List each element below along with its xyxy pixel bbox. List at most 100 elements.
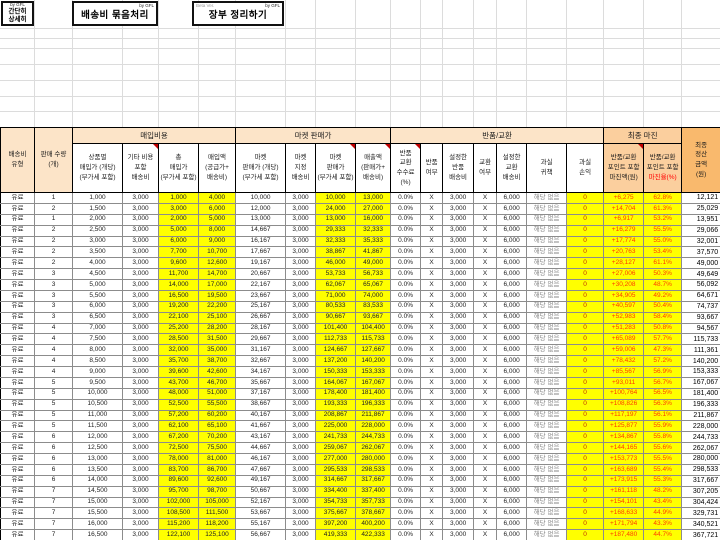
cell-fault-pl[interactable]: 0: [566, 507, 605, 520]
cell-settlement[interactable]: 37,570: [681, 246, 720, 259]
col-header-etc-ship[interactable]: 기타 비용 포함 배송비: [122, 143, 159, 193]
cell-total-buy[interactable]: 95,700: [158, 485, 199, 498]
cell-exchange-ship[interactable]: 6,000: [496, 453, 528, 465]
cell-settlement[interactable]: 317,667: [681, 474, 720, 487]
cell-fault[interactable]: 해당 없음: [526, 268, 568, 280]
cell-return-flag[interactable]: X: [420, 311, 444, 324]
cell-qty[interactable]: 2: [34, 257, 73, 270]
cell-ship-type[interactable]: 유료: [0, 409, 35, 422]
cell-market-price[interactable]: 80,533: [315, 300, 357, 313]
cell-market-ship[interactable]: 3,000: [285, 213, 317, 226]
cell-market-unit-price[interactable]: 52,167: [235, 496, 287, 509]
cell-exchange-flag[interactable]: X: [473, 224, 498, 237]
cell-settlement[interactable]: 280,000: [681, 453, 720, 465]
cell-return-flag[interactable]: X: [420, 485, 444, 498]
cell-exchange-ship[interactable]: 6,000: [496, 192, 528, 204]
cell-market-unit-price[interactable]: 43,167: [235, 431, 287, 444]
cell-return-flag[interactable]: X: [420, 246, 444, 259]
cell-qty[interactable]: 6: [34, 431, 73, 444]
cell-fault-pl[interactable]: 0: [566, 409, 605, 422]
cell-qty[interactable]: 4: [34, 322, 73, 335]
cell-buy-amount[interactable]: 31,500: [197, 333, 237, 346]
cell-settlement[interactable]: 298,533: [681, 463, 720, 476]
cell-market-ship[interactable]: 3,000: [285, 333, 317, 346]
cell-market-price[interactable]: 38,867: [315, 246, 357, 259]
cell-fault[interactable]: 해당 없음: [526, 409, 568, 422]
cell-return-flag[interactable]: X: [420, 366, 444, 378]
cell-settlement[interactable]: 244,733: [681, 431, 720, 444]
col-header-ship-type[interactable]: 배송비 유형: [0, 127, 35, 193]
cell-unit-buy[interactable]: 6,000: [72, 300, 123, 313]
cell-revenue[interactable]: 104,400: [355, 322, 392, 335]
cell-fault[interactable]: 해당 없음: [526, 518, 568, 531]
col-header-market-price[interactable]: 마켓 판매가 (부가세 포함): [315, 143, 357, 193]
cell-settlement[interactable]: 12,121: [681, 192, 720, 204]
cell-exchange-flag[interactable]: X: [473, 268, 498, 280]
cell-fault-pl[interactable]: 0: [566, 442, 605, 454]
cell-fault-pl[interactable]: 0: [566, 344, 605, 357]
cell-market-price[interactable]: 101,400: [315, 322, 357, 335]
cell-market-ship[interactable]: 3,000: [285, 235, 317, 248]
cell-qty[interactable]: 1: [34, 192, 73, 204]
cell-exchange-flag[interactable]: X: [473, 257, 498, 270]
cell-market-ship[interactable]: 3,000: [285, 518, 317, 531]
cell-exchange-flag[interactable]: X: [473, 213, 498, 226]
cell-market-price[interactable]: 62,067: [315, 279, 357, 291]
cell-exchange-ship[interactable]: 6,000: [496, 289, 528, 302]
cell-ship-type[interactable]: 유료: [0, 387, 35, 400]
cell-buy-amount[interactable]: 55,500: [197, 398, 237, 411]
cell-market-price[interactable]: 112,733: [315, 333, 357, 346]
cell-exchange-ship[interactable]: 6,000: [496, 311, 528, 324]
cell-market-unit-price[interactable]: 17,667: [235, 246, 287, 259]
cell-etc-ship[interactable]: 3,000: [122, 311, 159, 324]
cell-margin-amount[interactable]: +171,794: [603, 518, 645, 531]
cell-buy-amount[interactable]: 10,700: [197, 246, 237, 259]
cell-fault-pl[interactable]: 0: [566, 224, 605, 237]
cell-return-ship[interactable]: 3,000: [442, 268, 475, 280]
cell-margin-rate[interactable]: 55.8%: [643, 431, 683, 444]
cell-ship-type[interactable]: 유료: [0, 333, 35, 346]
cell-exchange-flag[interactable]: X: [473, 387, 498, 400]
cell-market-unit-price[interactable]: 41,667: [235, 420, 287, 433]
cell-market-unit-price[interactable]: 14,667: [235, 224, 287, 237]
cell-return-flag[interactable]: X: [420, 518, 444, 531]
cell-fee-rate[interactable]: 0.0%: [390, 474, 422, 487]
cell-revenue[interactable]: 400,200: [355, 518, 392, 531]
col-header-fault-pl[interactable]: 과실 손익: [566, 143, 605, 193]
cell-return-flag[interactable]: X: [420, 344, 444, 357]
cell-unit-buy[interactable]: 8,000: [72, 344, 123, 357]
cell-market-unit-price[interactable]: 29,667: [235, 333, 287, 346]
cell-revenue[interactable]: 196,333: [355, 398, 392, 411]
cell-fee-rate[interactable]: 0.0%: [390, 398, 422, 411]
cell-fee-rate[interactable]: 0.0%: [390, 496, 422, 509]
cell-margin-amount[interactable]: +14,704: [603, 202, 645, 215]
cell-fault-pl[interactable]: 0: [566, 311, 605, 324]
cell-unit-buy[interactable]: 5,000: [72, 279, 123, 291]
cell-fee-rate[interactable]: 0.0%: [390, 420, 422, 433]
cell-total-buy[interactable]: 57,200: [158, 409, 199, 422]
cell-buy-amount[interactable]: 51,000: [197, 387, 237, 400]
cell-return-flag[interactable]: X: [420, 453, 444, 465]
cell-market-price[interactable]: 150,333: [315, 366, 357, 378]
cell-unit-buy[interactable]: 3,000: [72, 235, 123, 248]
cell-margin-amount[interactable]: +125,877: [603, 420, 645, 433]
cell-exchange-ship[interactable]: 6,000: [496, 376, 528, 389]
cell-return-ship[interactable]: 3,000: [442, 463, 475, 476]
cell-fee-rate[interactable]: 0.0%: [390, 376, 422, 389]
cell-fault[interactable]: 해당 없음: [526, 420, 568, 433]
cell-return-ship[interactable]: 3,000: [442, 507, 475, 520]
cell-exchange-ship[interactable]: 6,000: [496, 409, 528, 422]
col-header-market-unit-price[interactable]: 마켓 판매가 (개당) (부가세 포함): [235, 143, 287, 193]
cell-total-buy[interactable]: 67,200: [158, 431, 199, 444]
cell-return-flag[interactable]: X: [420, 496, 444, 509]
cell-qty[interactable]: 3: [34, 289, 73, 302]
cell-exchange-flag[interactable]: X: [473, 246, 498, 259]
cell-return-ship[interactable]: 3,000: [442, 366, 475, 378]
cell-margin-amount[interactable]: +163,689: [603, 463, 645, 476]
col-header-return-ship[interactable]: 설정한 반품 배송비: [442, 143, 475, 193]
cell-buy-amount[interactable]: 105,000: [197, 496, 237, 509]
cell-settlement[interactable]: 153,333: [681, 366, 720, 378]
cell-fee-rate[interactable]: 0.0%: [390, 344, 422, 357]
cell-return-flag[interactable]: X: [420, 322, 444, 335]
cell-exchange-ship[interactable]: 6,000: [496, 355, 528, 367]
